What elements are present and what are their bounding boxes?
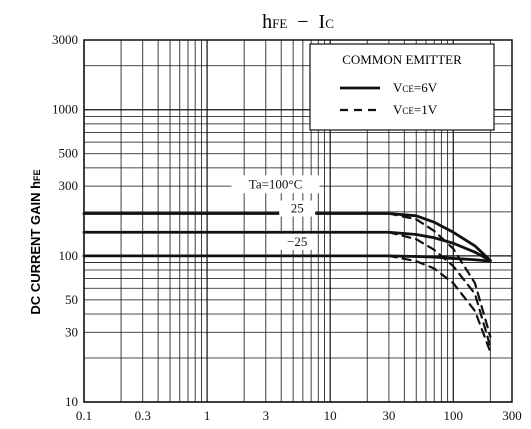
legend-solid-main: V [393,80,403,95]
annotation-background [279,200,316,217]
title-rhs-sub: C [325,16,334,31]
y-tick-label: 500 [59,146,79,161]
y-tick-label: 3000 [52,32,78,47]
x-tick-label: 0.3 [135,408,151,423]
temperature-annotation: −25 [287,234,307,249]
y-tick-label: 10 [65,394,78,409]
x-tick-label: 1 [204,408,211,423]
legend-dashed-main: V [393,102,403,117]
y-axis-label: DC CURRENT GAIN hFE [28,169,43,314]
plot-border [83,39,513,403]
legend-title: COMMON EMITTER [342,52,462,67]
x-tick-label: 100 [444,408,464,423]
x-tick-labels: 0.1 0.3 1 3 10 30 100 300 [76,408,522,423]
chart-title: hFE − IC [262,11,334,33]
title-rhs: I [319,11,326,33]
legend-dashed-sub: CE [402,106,414,116]
y-tick-labels: 10 30 50 100 300 500 1000 3000 [52,32,78,409]
series-line-vce-6v [82,254,492,263]
x-tick-label: 0.1 [76,408,92,423]
legend-dashed-label: VCE=1V [393,102,438,117]
y-axis-label-sym: h [28,181,43,189]
y-axis-label-sub: FE [32,169,42,181]
series-layer [82,212,492,354]
y-axis-label-text: DC CURRENT GAIN [28,189,43,315]
annotation-layer: Ta=100°C 25 −25 [231,175,320,250]
x-tick-label: 300 [502,408,522,423]
y-tick-label: 100 [59,248,79,263]
x-tick-label: 10 [324,408,337,423]
title-dash: − [297,11,308,33]
title-lhs: h [262,11,272,33]
title-lhs-sub: FE [272,16,287,31]
legend: COMMON EMITTER VCE=6V VCE=1V [309,43,495,131]
annotation-background [231,175,320,194]
series-line-vce-1v [387,231,492,348]
series-line-vce-1v [387,212,492,338]
temperature-annotation: Ta=100°C [249,176,303,191]
legend-solid-rest: =6V [414,80,438,95]
annotation-background [279,233,316,250]
y-tick-label: 1000 [52,102,78,117]
temperature-annotation: 25 [291,201,304,216]
y-tick-label: 30 [65,324,78,339]
series-line-vce-1v [387,254,492,354]
legend-solid-label: VCE=6V [393,80,438,95]
legend-solid-sub: CE [402,84,414,94]
y-tick-label: 300 [59,178,79,193]
x-tick-label: 30 [382,408,395,423]
legend-dashed-rest: =1V [414,102,438,117]
y-tick-label: 50 [65,292,78,307]
x-tick-label: 3 [263,408,270,423]
